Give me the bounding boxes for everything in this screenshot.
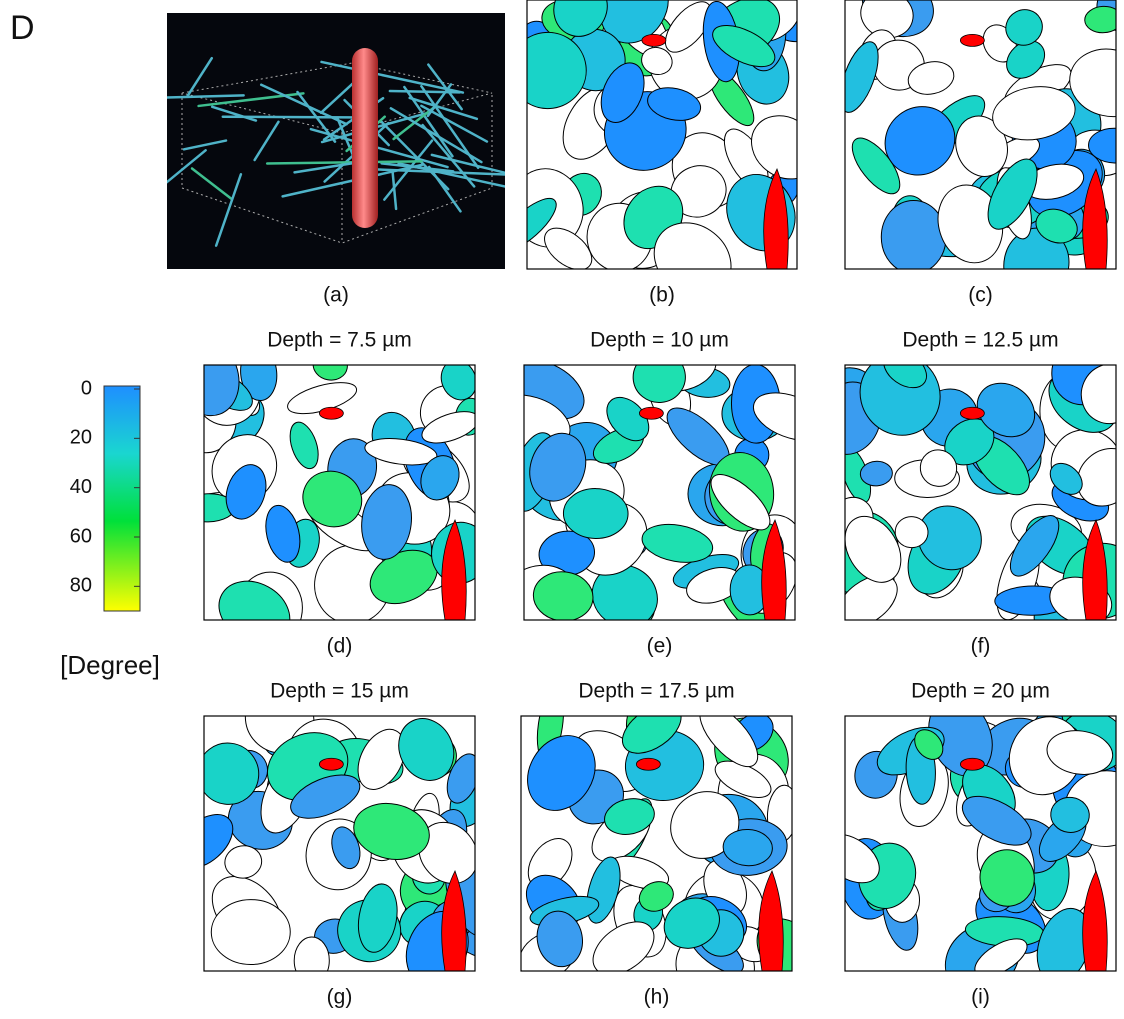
vessel-spot [636,758,660,770]
panel-label: D [10,9,35,47]
fiber [223,117,373,118]
cell [881,200,946,274]
colorbar-tick-label: 80 [70,575,92,597]
panel-title: Depth = 7.5 µm [267,329,412,352]
panel-caption: (h) [644,986,670,1009]
panel-title: Depth = 10 µm [590,329,729,352]
vessel-spot [960,34,984,46]
colorbar [104,386,140,611]
panel-caption: (f) [971,635,991,658]
vessel-spot [960,407,984,419]
page: D [Degree] 020406080(a)Depth = 2.5 µm(b)… [0,0,1124,1019]
colorbar-tick-label: 40 [70,476,92,498]
panel-image [491,0,830,312]
vessel-spot [639,407,663,419]
rod [352,48,378,228]
panel-title: Depth = 17.5 µm [578,680,734,703]
cell [211,899,291,965]
panel-image [165,671,513,996]
panel-image [801,326,1124,659]
panel-image [482,333,833,645]
panel-image [813,688,1124,1009]
colorbar-label: [Degree] [60,650,160,680]
vessel-spot [642,34,666,46]
panel-caption: (a) [323,284,349,307]
vessel-spot [319,758,343,770]
cell [563,488,628,539]
vessel-spot [960,758,984,770]
panel-title: Depth = 15 µm [270,680,409,703]
vessel-spot [319,407,343,419]
panel-caption: (e) [647,635,673,658]
panel-image [161,326,494,655]
colorbar-tick-label: 20 [70,427,92,449]
panel-image [85,13,529,269]
panel-caption: (g) [327,986,353,1009]
panel-title: Depth = 12.5 µm [902,329,1058,352]
panel-image [510,687,833,1013]
figure: D [Degree] 020406080(a)Depth = 2.5 µm(b)… [0,0,1124,1019]
cell [294,937,329,984]
panel-caption: (b) [649,284,675,307]
panel-image [833,0,1124,306]
panel-caption: (c) [968,284,993,307]
panel-title: Depth = 20 µm [911,680,1050,703]
panel-caption: (d) [327,635,353,658]
colorbar-tick-label: 60 [70,525,92,547]
colorbar-tick-label: 0 [81,377,92,399]
panel-caption: (i) [971,986,990,1009]
